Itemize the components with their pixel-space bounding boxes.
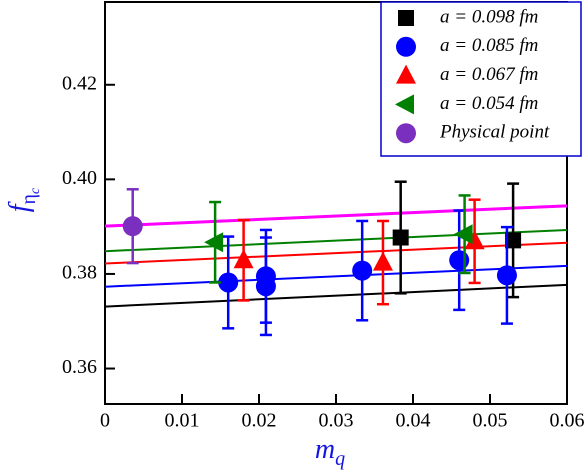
legend-label: a = 0.085 fm (440, 35, 538, 56)
data-point (122, 216, 143, 237)
legend-marker (396, 64, 416, 84)
data-point (449, 250, 470, 271)
data-point (496, 265, 517, 286)
data-point (464, 230, 485, 250)
fit-line (104, 204, 568, 228)
data-point (505, 232, 522, 249)
y-tick-label: 0.40 (62, 167, 97, 189)
fit-line (104, 264, 568, 288)
x-tick-label: 0.01 (165, 410, 200, 432)
x-tick-label: 0 (100, 410, 110, 432)
x-tick-label: 0.02 (242, 410, 277, 432)
x-label-base: m (315, 434, 335, 465)
legend-marker (398, 10, 414, 26)
legend-marker (396, 123, 416, 144)
y-label-sub: η (18, 194, 40, 204)
data-point (233, 249, 254, 269)
data-point (218, 272, 239, 293)
data-point (392, 229, 409, 246)
y-tick-label: 0.42 (62, 72, 97, 94)
legend-label: a = 0.067 fm (440, 64, 538, 85)
y-label-subsub: c (28, 187, 43, 194)
legend-label: Physical point (439, 122, 550, 143)
y-tick-label: 0.38 (62, 262, 97, 284)
data-point (372, 251, 393, 271)
data-point (255, 276, 276, 297)
data-point (453, 224, 473, 245)
x-tick-label: 0.04 (396, 410, 431, 432)
fit-line (104, 228, 568, 253)
data-point (352, 260, 373, 281)
legend-label: a = 0.098 fm (440, 6, 538, 27)
y-label-base: f (4, 201, 35, 212)
legend-label: a = 0.054 fm (440, 93, 538, 114)
x-axis-label: mq (315, 434, 345, 469)
fit-line (104, 241, 568, 265)
x-label-sub: q (335, 448, 345, 470)
x-tick-label: 0.05 (473, 410, 508, 432)
fit-line (104, 283, 568, 308)
x-tick-label: 0.03 (319, 410, 354, 432)
legend-marker (395, 94, 414, 115)
data-point (204, 232, 224, 253)
y-axis-label: fηc (4, 187, 43, 212)
legend-marker (396, 36, 416, 57)
y-tick-label: 0.36 (62, 356, 97, 378)
x-tick-label: 0.06 (550, 410, 584, 432)
